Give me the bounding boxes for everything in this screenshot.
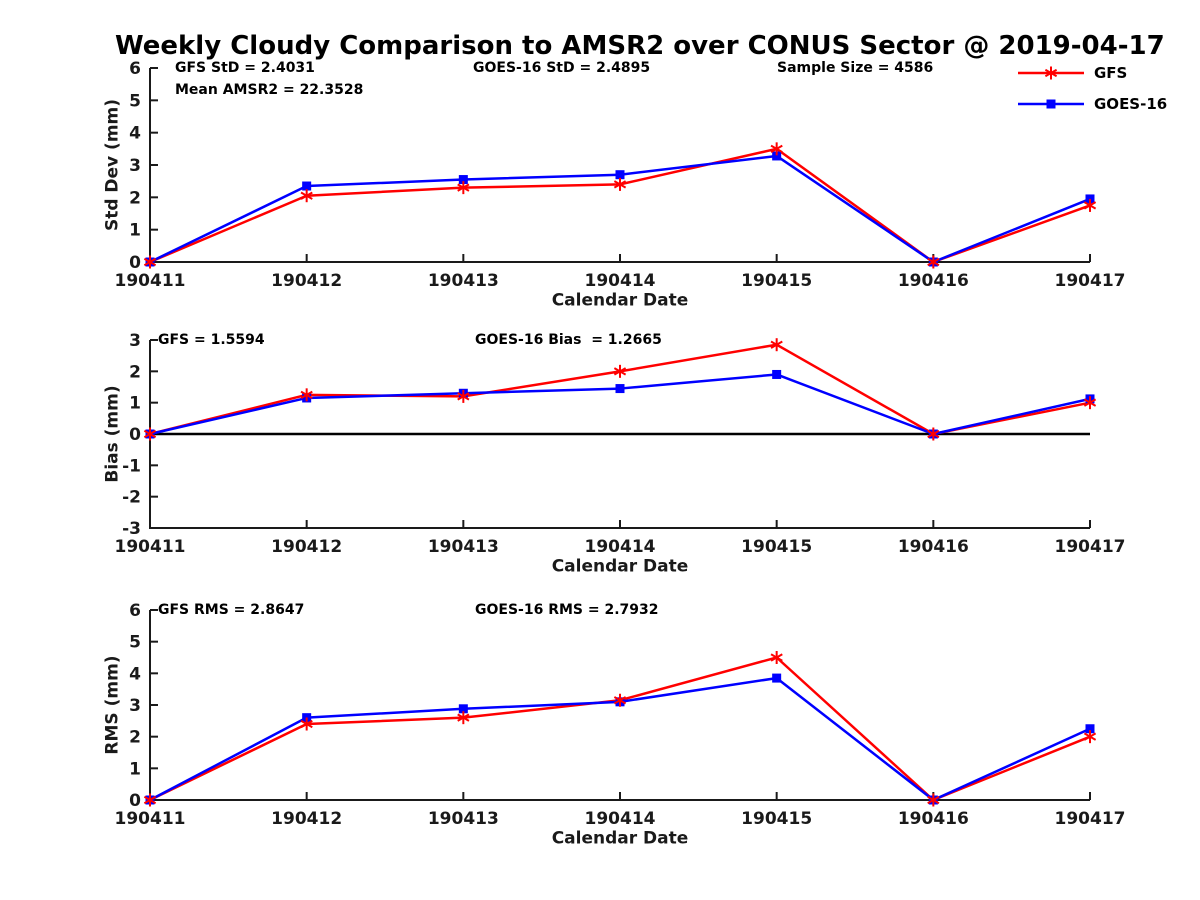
stddev-goes-16-marker bbox=[458, 175, 468, 185]
bias-gfs-marker bbox=[927, 427, 940, 441]
stddev-x-tick-label: 190416 bbox=[898, 271, 969, 291]
rms-x-tick-label: 190417 bbox=[1055, 809, 1126, 829]
legend-item-gfs: GFS bbox=[1016, 64, 1127, 82]
bias-y-tick-label: -2 bbox=[122, 488, 141, 508]
bias-x-tick-label: 190414 bbox=[585, 537, 656, 557]
stddev-goes-16-marker bbox=[302, 181, 312, 191]
annotation-mean-amsr2: Mean AMSR2 = 22.3528 bbox=[175, 82, 364, 98]
rms-gfs-marker bbox=[927, 793, 940, 807]
bias-gfs-marker bbox=[613, 364, 627, 378]
annotation-gfs-std: GFS StD = 2.4031 bbox=[175, 60, 315, 76]
rms-goes-16-marker bbox=[772, 673, 782, 683]
bias-x-tick-label: 190417 bbox=[1055, 537, 1126, 557]
bias-y-tick-label: 1 bbox=[129, 394, 141, 414]
stddev-x-tick-label: 190417 bbox=[1055, 271, 1126, 291]
annotation-goes16-bias: GOES-16 Bias = 1.2665 bbox=[475, 332, 662, 348]
bias-y-tick-label: -1 bbox=[122, 456, 141, 476]
stddev-y-tick-label: 2 bbox=[129, 188, 141, 208]
annotation-sample-size: Sample Size = 4586 bbox=[777, 60, 934, 76]
rms-gfs-marker bbox=[143, 793, 157, 807]
bias-gfs-marker bbox=[143, 427, 157, 441]
rms-x-tick-label: 190414 bbox=[585, 809, 656, 829]
stddev-y-tick-label: 1 bbox=[129, 221, 141, 241]
stddev-gfs-marker bbox=[613, 177, 627, 191]
stddev-goes-16-marker bbox=[615, 170, 625, 180]
bias-y-axis-label: Bias (mm) bbox=[102, 385, 123, 483]
legend-label-goes16: GOES-16 bbox=[1094, 94, 1168, 113]
stddev-y-tick-label: 0 bbox=[129, 253, 141, 273]
stddev-y-tick-label: 6 bbox=[129, 59, 141, 79]
rms-y-tick-label: 3 bbox=[129, 696, 141, 716]
bias-x-tick-label: 190412 bbox=[271, 537, 342, 557]
stddev-y-tick-label: 5 bbox=[129, 91, 141, 111]
bias-y-tick-label: 0 bbox=[129, 425, 141, 445]
bias-goes-16-line bbox=[149, 373, 1091, 436]
rms-x-tick-label: 190415 bbox=[741, 809, 812, 829]
rms-x-tick-label: 190413 bbox=[428, 809, 499, 829]
rms-goes-16-marker bbox=[1085, 724, 1095, 734]
rms-y-tick-label: 6 bbox=[129, 601, 141, 621]
stddev-gfs-line bbox=[149, 147, 1091, 264]
rms-y-tick-label: 4 bbox=[129, 664, 141, 684]
bias-x-tick-label: 190411 bbox=[115, 537, 186, 557]
stddev-x-axis-label: Calendar Date bbox=[551, 290, 689, 311]
rms-y-axis-label: RMS (mm) bbox=[102, 655, 123, 755]
bias-x-axis-label: Calendar Date bbox=[551, 556, 689, 577]
rms-goes-16-marker bbox=[458, 704, 468, 714]
bias-x-tick-label: 190415 bbox=[741, 537, 812, 557]
stddev-y-tick-label: 3 bbox=[129, 156, 141, 176]
legend-label-gfs: GFS bbox=[1094, 63, 1128, 82]
rms-gfs-line bbox=[149, 656, 1091, 802]
bias-gfs-marker bbox=[770, 338, 783, 352]
rms-x-tick-label: 190416 bbox=[898, 809, 969, 829]
rms-x-tick-label: 190411 bbox=[115, 809, 186, 829]
annotation-goes16-std: GOES-16 StD = 2.4895 bbox=[473, 60, 651, 76]
stddev-gfs-marker bbox=[143, 255, 157, 269]
bias-goes-16-marker bbox=[772, 369, 782, 379]
rms-y-tick-label: 5 bbox=[129, 633, 141, 653]
bias-goes-16-marker bbox=[615, 384, 625, 394]
stddev-gfs-marker bbox=[457, 181, 470, 195]
rms-y-tick-label: 1 bbox=[129, 759, 141, 779]
rms-x-axis-label: Calendar Date bbox=[551, 828, 689, 849]
rms-y-tick-label: 0 bbox=[129, 791, 141, 811]
stddev-gfs-marker bbox=[770, 142, 783, 156]
stddev-x-tick-label: 190411 bbox=[115, 271, 186, 291]
bias-gfs-marker bbox=[1083, 396, 1097, 410]
stddev-gfs-marker bbox=[1083, 198, 1097, 212]
rms-gfs-marker bbox=[613, 693, 627, 707]
gfs-line-sample-icon bbox=[1018, 66, 1084, 80]
stddev-goes-16-marker bbox=[772, 151, 782, 161]
bias-y-tick-label: 2 bbox=[129, 362, 141, 382]
bias-x-tick-label: 190413 bbox=[428, 537, 499, 557]
stddev-y-tick-label: 4 bbox=[129, 124, 141, 144]
bias-y-tick-label: -3 bbox=[122, 519, 141, 539]
stddev-gfs-marker bbox=[300, 189, 313, 203]
rms-gfs-marker bbox=[1083, 730, 1097, 744]
annotation-goes16-rms: GOES-16 RMS = 2.7932 bbox=[475, 602, 659, 618]
rms-y-tick-label: 2 bbox=[129, 728, 141, 748]
bias-x-tick-label: 190416 bbox=[898, 537, 969, 557]
stddev-x-tick-label: 190415 bbox=[741, 271, 812, 291]
legend-item-goes16: GOES-16 bbox=[1016, 95, 1167, 113]
rms-x-tick-label: 190412 bbox=[271, 809, 342, 829]
rms-gfs-marker bbox=[457, 711, 470, 725]
bias-y-tick-label: 3 bbox=[129, 331, 141, 351]
annotation-gfs-rms: GFS RMS = 2.8647 bbox=[158, 602, 305, 618]
rms-gfs-marker bbox=[770, 651, 783, 664]
goes16-line-sample-icon bbox=[1018, 99, 1084, 109]
annotation-gfs-bias: GFS = 1.5594 bbox=[158, 332, 265, 348]
bias-gfs-marker bbox=[300, 388, 313, 402]
rms-gfs-marker bbox=[300, 717, 313, 731]
stddev-gfs-marker bbox=[927, 255, 940, 269]
page-title: Weekly Cloudy Comparison to AMSR2 over C… bbox=[115, 31, 1165, 61]
stddev-x-tick-label: 190414 bbox=[585, 271, 656, 291]
stddev-x-tick-label: 190412 bbox=[271, 271, 342, 291]
bias-gfs-marker bbox=[457, 389, 470, 403]
stddev-x-tick-label: 190413 bbox=[428, 271, 499, 291]
stddev-y-axis-label: Std Dev (mm) bbox=[102, 98, 123, 232]
